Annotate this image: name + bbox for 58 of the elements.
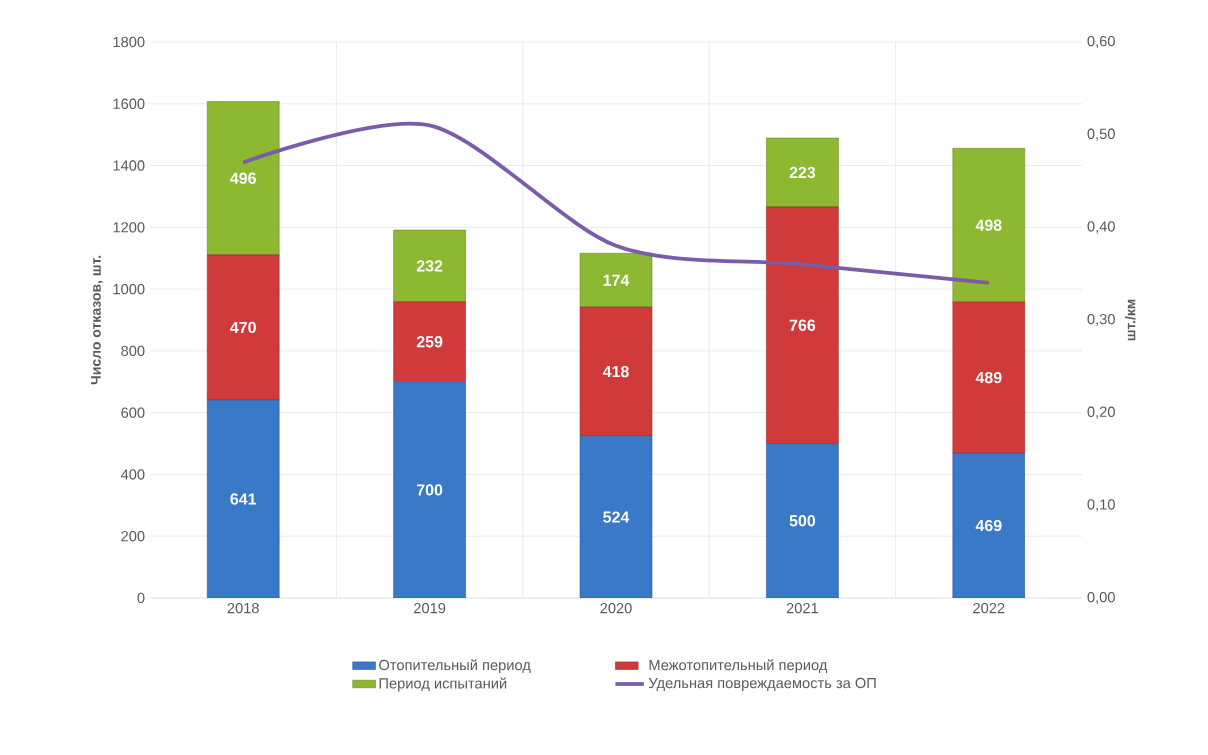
y-tick-label: 600 [121,407,145,418]
x-tick-label: 2021 [786,602,818,614]
bar [579,306,653,437]
bar [766,137,839,208]
data-label: 524 [603,511,630,523]
bar [206,399,280,598]
y2-tick-label: 0,60 [1087,35,1115,49]
x-tick-label: 2019 [414,602,446,614]
y-tick-label: 1600 [113,98,145,109]
x-tick-label: 2020 [600,602,632,614]
bar [393,229,466,303]
y-tick-label: 200 [121,531,145,542]
data-label: 489 [975,371,1002,384]
y-tick-label: 800 [121,345,145,357]
bar [766,443,839,598]
y-tick-label: 1200 [113,222,145,233]
y2-axis-title: шт./км [1125,299,1136,341]
legend-label: Период испытаний [379,677,507,692]
data-label: 469 [975,519,1002,532]
data-label: 418 [602,365,629,378]
data-label: 174 [603,274,630,286]
data-label: 700 [416,484,443,496]
bar [393,381,466,598]
y2-tick-label: 0,20 [1087,406,1115,419]
y2-tick-label: 0,40 [1087,221,1115,234]
legend-label: Отопительный период [379,659,531,674]
bar [393,301,466,383]
data-label: 641 [230,493,257,505]
bar [952,147,1026,303]
data-label: 496 [230,172,256,184]
y-tick-label: 0 [137,592,145,604]
bar [206,101,280,256]
bar [579,253,653,308]
x-tick-label: 2022 [973,602,1005,614]
y2-tick-label: 0,50 [1087,128,1115,141]
y-tick-label: 400 [120,469,145,480]
y2-tick-label: 0,10 [1087,499,1115,512]
bar [206,254,280,401]
legend-label: Удельная повреждаемость за ОП [648,677,876,692]
data-label: 766 [789,319,816,331]
bar [766,206,839,444]
data-label: 232 [416,260,443,272]
data-label: 500 [789,515,816,527]
y-tick-label: 1400 [113,160,145,171]
data-label: 259 [416,336,443,348]
legend-label: Межотопительный период [649,659,828,674]
data-label: 470 [230,321,256,334]
y-tick-label: 1800 [113,36,145,48]
y2-tick-label: 0,00 [1087,591,1115,605]
y-axis-title: Число отказов, шт. [91,255,103,385]
bar [579,435,653,598]
bar [952,301,1026,454]
y2-tick-label: 0,30 [1087,313,1115,327]
y-tick-label: 1000 [113,283,145,295]
bar [952,452,1026,598]
data-label: 498 [975,219,1002,231]
data-label: 223 [789,166,816,179]
x-tick-label: 2018 [227,602,259,614]
